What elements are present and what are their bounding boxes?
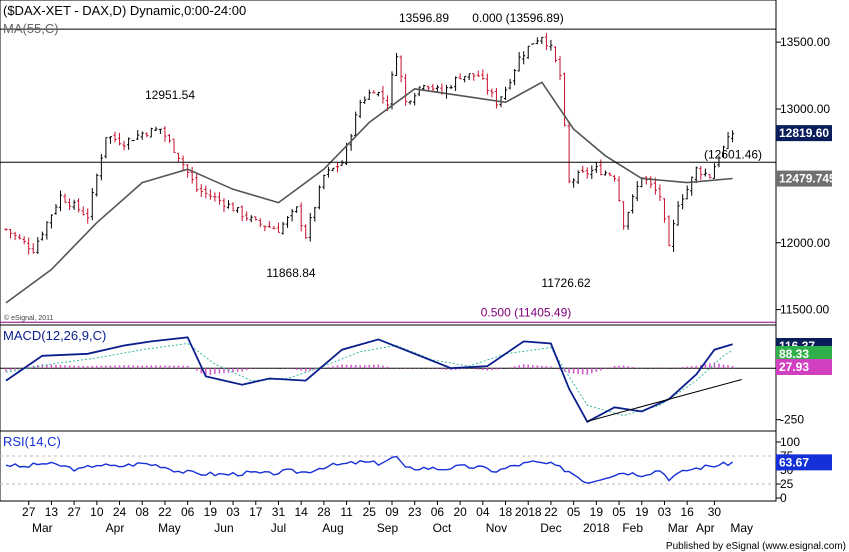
x-day-label: 19 (204, 505, 218, 519)
x-month-label: Apr (106, 521, 125, 535)
x-month-label: Jun (214, 521, 233, 535)
x-day-label: 05 (612, 505, 626, 519)
last-ma-badge: 12479.7456 (779, 172, 843, 186)
x-day-label: 05 (567, 505, 581, 519)
x-month-label: May (158, 521, 181, 535)
x-month-label: Nov (486, 521, 507, 535)
x-day-label: 13 (45, 505, 59, 519)
price-ytick-label: 13500.00 (780, 35, 830, 49)
x-day-label: 2018 (515, 505, 542, 519)
price-ytick-label: 11500.00 (780, 303, 829, 317)
x-day-label: 14 (294, 505, 308, 519)
macd-panel (0, 324, 777, 432)
price-annotation: 13596.89 (399, 11, 449, 25)
resistance-label: (12601.46) (704, 147, 762, 161)
macd-line (5, 336, 733, 424)
rsi-line (5, 455, 734, 484)
x-month-label: Dec (540, 521, 561, 535)
x-day-label: 09 (385, 505, 399, 519)
x-day-label: 24 (113, 505, 127, 519)
x-day-label: 31 (272, 505, 286, 519)
rsi-layer (0, 455, 776, 485)
x-day-label: 11 (340, 505, 353, 519)
x-day-label: 22 (544, 505, 558, 519)
rsi-ytick-label: 25 (780, 477, 794, 491)
x-day-label: 06 (181, 505, 195, 519)
signal-last-badge-bg (776, 346, 832, 362)
x-month-label: May (730, 521, 753, 535)
price-ytick-label: 13000.00 (780, 102, 830, 116)
price-layer: 0.000 (13596.89) (12601.46) 0.500 (11405.4… (0, 11, 776, 323)
last-ma-badge-bg (776, 170, 832, 187)
signal-last-badge: 88.33 (779, 347, 809, 361)
x-day-label: 22 (158, 505, 172, 519)
macd-signal-line (5, 342, 733, 417)
x-day-label: 19 (590, 505, 604, 519)
fib-0-label: 0.000 (13596.89) (472, 11, 563, 25)
x-month-label: Aug (322, 521, 343, 535)
price-ytick-label: 12000.00 (780, 236, 830, 250)
last-price-badge-bg (776, 125, 832, 142)
x-day-label: 27 (22, 505, 36, 519)
chart-title: ($DAX-XET - DAX,D) Dynamic,0:00-24:00 (3, 3, 246, 18)
x-day-label: 03 (658, 505, 672, 519)
x-day-label: 04 (476, 505, 490, 519)
hist-last-badge-bg (776, 359, 832, 375)
price-annotation: 11868.84 (266, 266, 315, 280)
x-day-label: 17 (249, 505, 263, 519)
price-annotation: 12951.54 (145, 88, 195, 102)
x-day-label: 18 (499, 505, 513, 519)
ma-line (5, 81, 733, 304)
x-day-label: 27 (67, 505, 81, 519)
publisher-footer: Published by eSignal (www.esignal.com) (666, 541, 846, 552)
ma-legend: MA(55,C) (3, 21, 59, 36)
x-day-label: 10 (90, 505, 104, 519)
x-day-label: 06 (431, 505, 445, 519)
rsi-ytick-label: 0 (780, 491, 787, 505)
copyright-label: © eSignal, 2011 (4, 314, 54, 322)
macd-legend: MACD(12,26,9,C) (3, 328, 106, 343)
x-month-label: Mar (668, 521, 689, 535)
rsi-legend: RSI(14,C) (3, 434, 61, 449)
x-day-label: 30 (708, 505, 722, 519)
x-month-label: 2018 (583, 521, 610, 535)
hist-last-badge: 27.93 (779, 360, 809, 374)
x-month-label: Feb (622, 521, 643, 535)
x-month-label: Sep (377, 521, 399, 535)
fib-50-label: 0.500 (11405.49) (481, 305, 572, 319)
x-day-label: 19 (635, 505, 649, 519)
rsi-last-badge: 63.67 (779, 455, 809, 469)
rsi-ytick-label: 100 (780, 435, 800, 449)
x-day-label: 16 (680, 505, 694, 519)
macd-ytick-label: -250 (780, 413, 804, 427)
x-day-label: 25 (363, 505, 377, 519)
price-annotation: 11726.62 (541, 276, 590, 290)
x-month-label: Apr (696, 521, 715, 535)
x-day-label: 23 (408, 505, 422, 519)
x-day-label: 28 (317, 505, 331, 519)
rsi-panel (0, 430, 777, 502)
rsi-last-badge-bg (776, 454, 832, 471)
macd-layer (0, 336, 776, 424)
axis-layer: 13500.0013000.0012500.0012000.0011500.00… (0, 35, 843, 535)
last-price-badge: 12819.60 (779, 126, 829, 140)
x-day-label: 20 (453, 505, 467, 519)
x-month-label: Mar (32, 521, 53, 535)
macd-trendline (587, 379, 742, 422)
x-day-label: 03 (226, 505, 240, 519)
x-day-label: 08 (136, 505, 150, 519)
x-month-label: Oct (433, 521, 452, 535)
x-month-label: Jul (271, 521, 286, 535)
